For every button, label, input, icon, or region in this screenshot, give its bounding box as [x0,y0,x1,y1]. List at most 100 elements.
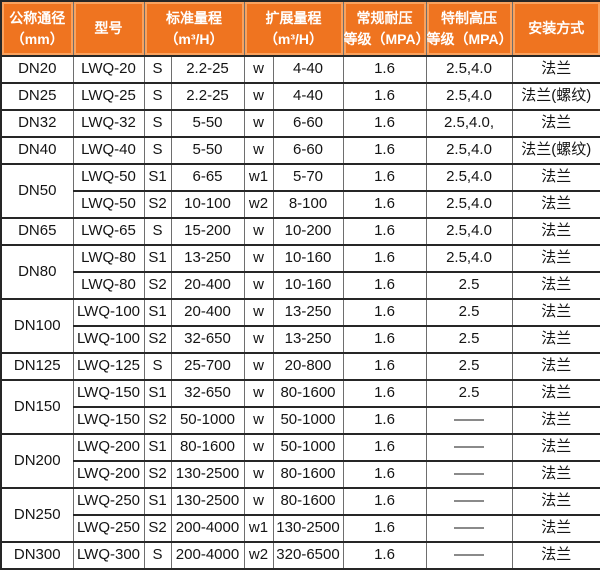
cell-installation-method: 法兰 [512,515,600,542]
cell-extended-range-code: w2 [244,191,273,218]
cell-standard-range-value: 25-700 [171,353,244,380]
cell-installation-method: 法兰 [512,272,600,299]
cell-installation-method: 法兰 [512,56,600,83]
cell-high-pressure-rating: 2.5,4.0 [426,56,512,83]
cell-installation-method: 法兰 [512,191,600,218]
cell-extended-range-value: 10-200 [273,218,343,245]
header-unit: 等级（MPA） [344,29,426,49]
cell-extended-range-value: 13-250 [273,326,343,353]
cell-installation-method: 法兰 [512,164,600,191]
cell-installation-method: 法兰 [512,380,600,407]
cell-nominal-diameter: DN100 [1,299,73,353]
cell-model: LWQ-250 [73,488,144,515]
cell-normal-pressure-rating: 1.6 [343,299,426,326]
cell-standard-range-code: S [144,353,171,380]
cell-model: LWQ-200 [73,434,144,461]
cell-high-pressure-rating: 2.5 [426,326,512,353]
cell-nominal-diameter: DN20 [1,56,73,83]
cell-extended-range-code: w [244,137,273,164]
cell-normal-pressure-rating: 1.6 [343,515,426,542]
cell-nominal-diameter: DN300 [1,542,73,569]
cell-high-pressure-rating: 2.5 [426,353,512,380]
cell-high-pressure-rating: 2.5,4.0 [426,137,512,164]
header-unit: 等级（MPA） [427,29,512,49]
cell-high-pressure-rating: 2.5 [426,299,512,326]
cell-extended-range-code: w [244,488,273,515]
cell-high-pressure-rating: 2.5,4.0 [426,83,512,110]
cell-extended-range-value: 80-1600 [273,461,343,488]
header-special-high-pressure-rating: 特制高压 等级（MPA） [426,1,512,56]
cell-extended-range-code: w [244,245,273,272]
cell-standard-range-code: S1 [144,164,171,191]
cell-nominal-diameter: DN200 [1,434,73,488]
header-nominal-diameter: 公称通径 （mm） [1,1,73,56]
header-unit: （m³/H） [145,29,244,49]
cell-high-pressure-rating: 2.5,4.0 [426,245,512,272]
cell-nominal-diameter: DN65 [1,218,73,245]
cell-model: LWQ-100 [73,299,144,326]
cell-standard-range-value: 10-100 [171,191,244,218]
header-standard-range: 标准量程 （m³/H） [144,1,244,56]
cell-model: LWQ-125 [73,353,144,380]
header-label: 安装方式 [513,18,600,38]
cell-high-pressure-rating: 2.5,4.0 [426,164,512,191]
cell-nominal-diameter: DN40 [1,137,73,164]
cell-installation-method: 法兰(螺纹) [512,83,600,110]
cell-extended-range-value: 5-70 [273,164,343,191]
cell-high-pressure-rating: 2.5,4.0 [426,191,512,218]
cell-extended-range-code: w [244,110,273,137]
cell-high-pressure-rating: 2.5 [426,272,512,299]
cell-nominal-diameter: DN250 [1,488,73,542]
cell-installation-method: 法兰 [512,245,600,272]
cell-normal-pressure-rating: 1.6 [343,164,426,191]
cell-nominal-diameter: DN25 [1,83,73,110]
cell-installation-method: 法兰 [512,299,600,326]
cell-extended-range-code: w [244,434,273,461]
cell-standard-range-code: S1 [144,380,171,407]
header-unit: （m³/H） [245,29,343,49]
cell-extended-range-value: 10-160 [273,272,343,299]
cell-model: LWQ-40 [73,137,144,164]
cell-high-pressure-rating: —— [426,461,512,488]
cell-extended-range-value: 50-1000 [273,407,343,434]
header-extended-range: 扩展量程 （m³/H） [244,1,343,56]
cell-model: LWQ-50 [73,164,144,191]
cell-standard-range-value: 20-400 [171,299,244,326]
cell-normal-pressure-rating: 1.6 [343,326,426,353]
cell-nominal-diameter: DN32 [1,110,73,137]
header-label: 标准量程 [145,8,244,28]
cell-normal-pressure-rating: 1.6 [343,191,426,218]
cell-standard-range-value: 200-4000 [171,542,244,569]
cell-extended-range-code: w1 [244,515,273,542]
cell-installation-method: 法兰 [512,407,600,434]
cell-standard-range-value: 15-200 [171,218,244,245]
cell-normal-pressure-rating: 1.6 [343,380,426,407]
cell-extended-range-value: 80-1600 [273,488,343,515]
table-header: 公称通径 （mm） 型号 标准量程 （m³/H） 扩展量程 （m³/H） 常规耐… [1,1,600,56]
cell-extended-range-code: w [244,461,273,488]
cell-model: LWQ-100 [73,326,144,353]
cell-extended-range-value: 4-40 [273,83,343,110]
cell-normal-pressure-rating: 1.6 [343,461,426,488]
cell-normal-pressure-rating: 1.6 [343,407,426,434]
cell-extended-range-value: 8-100 [273,191,343,218]
header-row: 公称通径 （mm） 型号 标准量程 （m³/H） 扩展量程 （m³/H） 常规耐… [1,1,600,56]
cell-standard-range-code: S [144,218,171,245]
cell-high-pressure-rating: 2.5,4.0, [426,110,512,137]
cell-model: LWQ-65 [73,218,144,245]
